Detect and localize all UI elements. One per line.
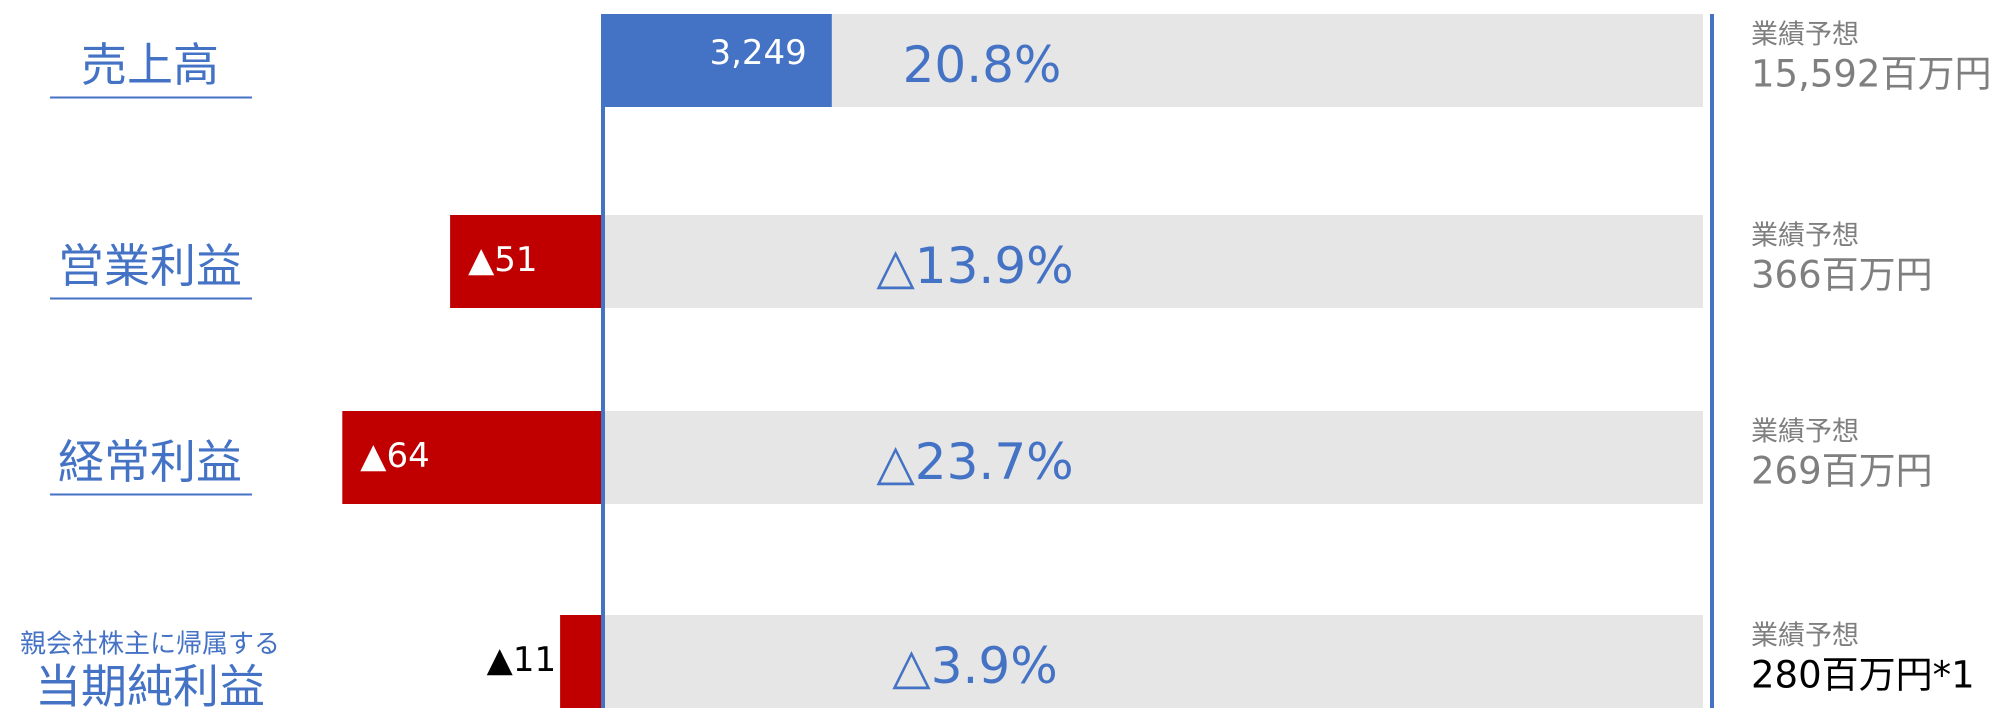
forecast-track <box>603 411 1703 504</box>
subcaption: 親会社株主に帰属する <box>20 630 280 660</box>
category-label: 営業利益 <box>58 239 242 293</box>
forecast-title: 業績予想 <box>1751 621 1859 652</box>
value-label: 3,249 <box>709 33 806 73</box>
forecast-track <box>603 215 1703 308</box>
bar <box>560 615 603 708</box>
value-label: ▲11 <box>487 640 556 680</box>
ratio-label: △23.7% <box>876 433 1073 491</box>
ratio-label: △13.9% <box>876 237 1073 295</box>
ratio-label: 20.8% <box>903 36 1062 94</box>
forecast-label: 15,592百万円 <box>1751 53 1991 96</box>
bar <box>450 215 603 308</box>
value-label: ▲51 <box>468 240 537 280</box>
bar <box>603 14 832 107</box>
forecast-title: 業績予想 <box>1751 417 1859 448</box>
ratio-label: △3.9% <box>892 637 1057 695</box>
forecast-title: 業績予想 <box>1751 221 1859 252</box>
category-label: 売上高 <box>81 38 219 92</box>
category-label: 経常利益 <box>58 435 242 489</box>
forecast-title: 業績予想 <box>1751 20 1859 51</box>
forecast-track <box>603 615 1703 708</box>
forecast-label: 269百万円 <box>1751 450 1933 493</box>
forecast-label: 366百万円 <box>1751 254 1933 297</box>
forecast-label: 280百万円*1 <box>1751 654 1975 697</box>
category-label: 当期純利益 <box>35 660 265 711</box>
value-label: ▲64 <box>360 436 429 476</box>
bar <box>342 411 603 504</box>
